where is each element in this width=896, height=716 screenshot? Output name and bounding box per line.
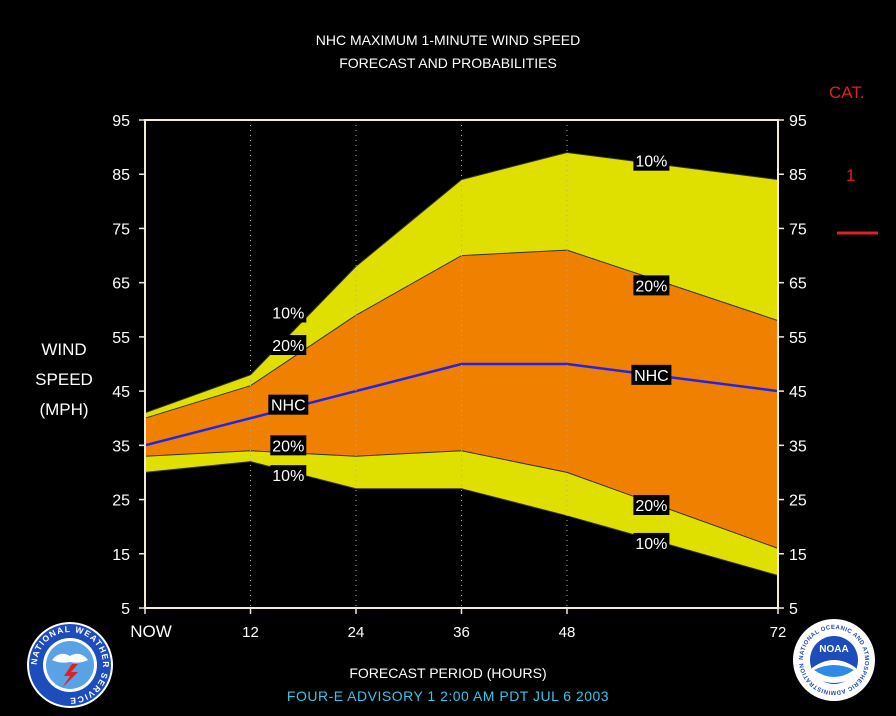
band-label: 20% (270, 335, 307, 356)
y-tick-label: 95 (789, 113, 807, 130)
band-label-text: NHC (634, 368, 669, 385)
x-axis-label: FORECAST PERIOD (HOURS) (349, 665, 547, 681)
band-label: NHC (631, 364, 672, 385)
y-tick-label: 95 (112, 113, 130, 130)
band-edge-line (144, 461, 779, 576)
x-tick-label: 12 (242, 624, 259, 641)
band-edge-line (144, 249, 779, 419)
y-tick-label: 45 (789, 384, 807, 401)
band-label-text: 10% (635, 536, 667, 553)
band-label-text: 10% (272, 468, 304, 485)
y-tick-label: 25 (112, 493, 130, 510)
nhc-forecast-line (144, 362, 779, 447)
x-tick-label: 72 (770, 624, 787, 641)
band-label-background (270, 302, 307, 323)
y-tick-label: 15 (112, 547, 130, 564)
band-edge-line (144, 151, 779, 414)
y-tick-label: 35 (789, 438, 807, 455)
band-label: 20% (633, 494, 670, 515)
chart-title-line2: FORECAST AND PROBABILITIES (339, 55, 557, 71)
category-value: 1 (846, 166, 856, 185)
band-label-text: NHC (271, 398, 306, 415)
y-tick-label: 25 (789, 493, 807, 510)
band-label: 10% (633, 532, 670, 553)
band-label-background (270, 335, 307, 356)
band-label-text: 20% (635, 498, 667, 515)
band-label: 10% (270, 302, 307, 323)
band-label-background (633, 275, 670, 296)
band-label: 20% (270, 435, 307, 456)
band-label-text: 10% (272, 305, 304, 322)
y-axis-label-units: (MPH) (39, 400, 89, 419)
band-label: 20% (633, 275, 670, 296)
band-label-background (633, 494, 670, 515)
band-label: 10% (633, 150, 670, 171)
noaa-center-text: NOAA (819, 644, 848, 655)
band-label-background (268, 394, 309, 415)
band-label-background (631, 364, 672, 385)
chart-title-line1: NHC MAXIMUM 1-MINUTE WIND SPEED (315, 32, 581, 48)
y-tick-label: 65 (789, 276, 807, 293)
band-label: NHC (268, 394, 309, 415)
band-label-background (633, 532, 670, 553)
y-tick-label: 35 (112, 438, 130, 455)
category-heading: CAT. (829, 83, 865, 102)
band-label-background (633, 150, 670, 171)
band-label-text: 20% (272, 438, 304, 455)
band-label-text: 10% (635, 154, 667, 171)
band-edge-line (144, 450, 779, 549)
band-label-text: 20% (272, 338, 304, 355)
x-tick-label: NOW (130, 622, 172, 641)
band-label-text: 20% (635, 278, 667, 295)
y-tick-label: 55 (789, 330, 807, 347)
x-tick-label: 48 (559, 624, 576, 641)
y-tick-label: 85 (112, 167, 130, 184)
band-label-background (270, 435, 307, 456)
y-tick-label: 65 (112, 276, 130, 293)
y-tick-label: 75 (789, 221, 807, 238)
nws-logo-icon: NATIONAL WEATHER SERVICE (27, 622, 113, 708)
y-tick-label: 5 (121, 601, 130, 618)
y-tick-label: 5 (789, 601, 798, 618)
y-tick-label: 85 (789, 167, 807, 184)
y-tick-label: 55 (112, 330, 130, 347)
y-tick-label: 15 (789, 547, 807, 564)
y-axis-label-speed: SPEED (35, 370, 93, 389)
y-axis-label-wind: WIND (41, 340, 87, 359)
x-tick-label: 24 (348, 624, 365, 641)
y-tick-label: 45 (112, 384, 130, 401)
y-tick-label: 75 (112, 221, 130, 238)
x-tick-label: 36 (453, 624, 470, 641)
band-label-background (270, 465, 307, 486)
probability-band-20 (145, 250, 778, 549)
band-label: 10% (270, 465, 307, 486)
advisory-text: FOUR-E ADVISORY 1 2:00 AM PDT JUL 6 2003 (286, 688, 610, 704)
